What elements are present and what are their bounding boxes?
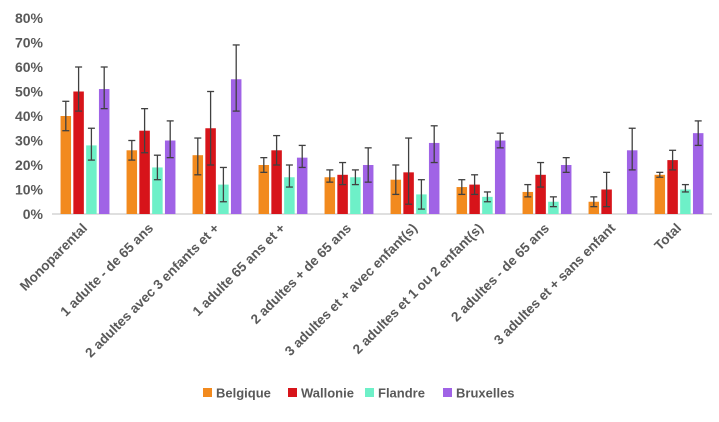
legend-swatch bbox=[443, 388, 452, 397]
y-tick-label: 60% bbox=[15, 59, 44, 75]
bar bbox=[98, 89, 110, 214]
y-tick-label: 80% bbox=[15, 10, 44, 26]
legend-label: Flandre bbox=[378, 386, 425, 401]
bar bbox=[230, 79, 242, 214]
bar bbox=[73, 91, 84, 214]
x-tick-label: 2 adultes et 1 ou 2 enfant(s) bbox=[350, 221, 486, 357]
bar bbox=[535, 174, 546, 214]
y-tick-label: 30% bbox=[15, 133, 44, 149]
bar bbox=[258, 165, 270, 214]
legend-swatch bbox=[365, 388, 374, 397]
bar bbox=[126, 150, 138, 214]
bar bbox=[350, 177, 361, 214]
bar bbox=[548, 201, 559, 214]
bar bbox=[164, 140, 176, 214]
bar bbox=[494, 140, 506, 214]
x-tick-label: 2 adultes avec 3 enfants et + bbox=[82, 220, 222, 360]
legend-label: Belgique bbox=[216, 386, 271, 401]
bar bbox=[469, 184, 480, 214]
legend-label: Bruxelles bbox=[456, 386, 515, 401]
bar bbox=[152, 167, 163, 214]
legend: Belgique Wallonie Flandre Bruxelles bbox=[203, 386, 515, 401]
error-bars-layer bbox=[62, 44, 702, 210]
bar bbox=[271, 150, 282, 214]
bar bbox=[284, 177, 295, 214]
x-tick-label: Monoparental bbox=[17, 221, 90, 294]
bar bbox=[654, 174, 666, 214]
bar bbox=[362, 165, 374, 214]
y-tick-label: 40% bbox=[15, 108, 44, 124]
y-tick-label: 0% bbox=[23, 206, 44, 222]
bar bbox=[428, 142, 440, 214]
bar bbox=[86, 145, 97, 214]
x-tick-label: 3 adultes et + avec enfant(s) bbox=[282, 221, 420, 359]
bar bbox=[324, 177, 336, 214]
legend-swatch bbox=[203, 388, 212, 397]
bar bbox=[667, 160, 678, 214]
bar bbox=[560, 165, 572, 214]
bar bbox=[522, 191, 534, 214]
legend-item: Bruxelles bbox=[443, 386, 515, 401]
legend-swatch bbox=[288, 388, 297, 397]
legend-label: Wallonie bbox=[301, 386, 354, 401]
x-tick-label: Total bbox=[651, 221, 684, 254]
legend-item: Flandre bbox=[365, 386, 425, 401]
bar bbox=[205, 128, 216, 214]
legend-item: Belgique bbox=[203, 386, 271, 401]
bar bbox=[626, 150, 638, 214]
bar bbox=[60, 116, 72, 214]
bar bbox=[692, 133, 704, 214]
bar bbox=[456, 187, 468, 214]
bar bbox=[296, 157, 308, 214]
bar bbox=[192, 155, 204, 214]
x-tick-label: 3 adultes et + sans enfant bbox=[491, 220, 618, 347]
bar bbox=[390, 179, 402, 214]
bar bbox=[482, 196, 493, 214]
y-tick-label: 20% bbox=[15, 157, 44, 173]
bar bbox=[139, 130, 150, 214]
legend-item: Wallonie bbox=[288, 386, 354, 401]
y-tick-label: 50% bbox=[15, 84, 44, 100]
bar bbox=[588, 201, 600, 214]
bar bbox=[337, 174, 348, 214]
y-tick-label: 70% bbox=[15, 35, 44, 51]
axis-layer: 0% 10% 20% 30% 40% 50% 60% 70% 80% bbox=[15, 10, 712, 222]
y-tick-label: 10% bbox=[15, 182, 44, 198]
bar bbox=[680, 189, 691, 214]
